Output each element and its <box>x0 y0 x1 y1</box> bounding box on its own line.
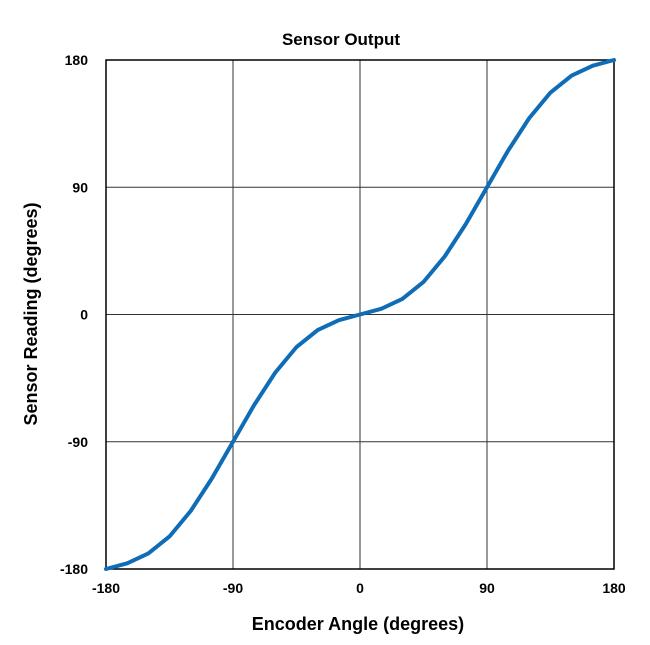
y-tick-label: 90 <box>72 179 88 195</box>
y-tick-label: -180 <box>60 561 88 577</box>
chart-title: Sensor Output <box>282 30 400 49</box>
plot-frame <box>105 59 615 570</box>
x-tick-label: 180 <box>602 580 626 596</box>
x-axis-label: Encoder Angle (degrees) <box>252 614 464 634</box>
x-tick-label: 90 <box>479 580 495 596</box>
y-axis-label: Sensor Reading (degrees) <box>21 202 41 425</box>
data-line <box>104 58 616 571</box>
y-tick-label: 0 <box>80 307 88 323</box>
x-tick-label: -180 <box>92 580 120 596</box>
x-tick-label: -90 <box>223 580 243 596</box>
y-tick-label: 180 <box>65 52 89 68</box>
x-tick-label: 0 <box>356 580 364 596</box>
y-tick-label: -90 <box>68 434 88 450</box>
